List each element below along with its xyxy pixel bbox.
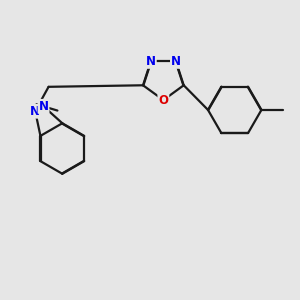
Text: N: N bbox=[30, 105, 40, 118]
Text: N: N bbox=[38, 100, 49, 113]
Text: O: O bbox=[158, 94, 168, 106]
Text: N: N bbox=[171, 55, 181, 68]
Text: N: N bbox=[146, 55, 156, 68]
